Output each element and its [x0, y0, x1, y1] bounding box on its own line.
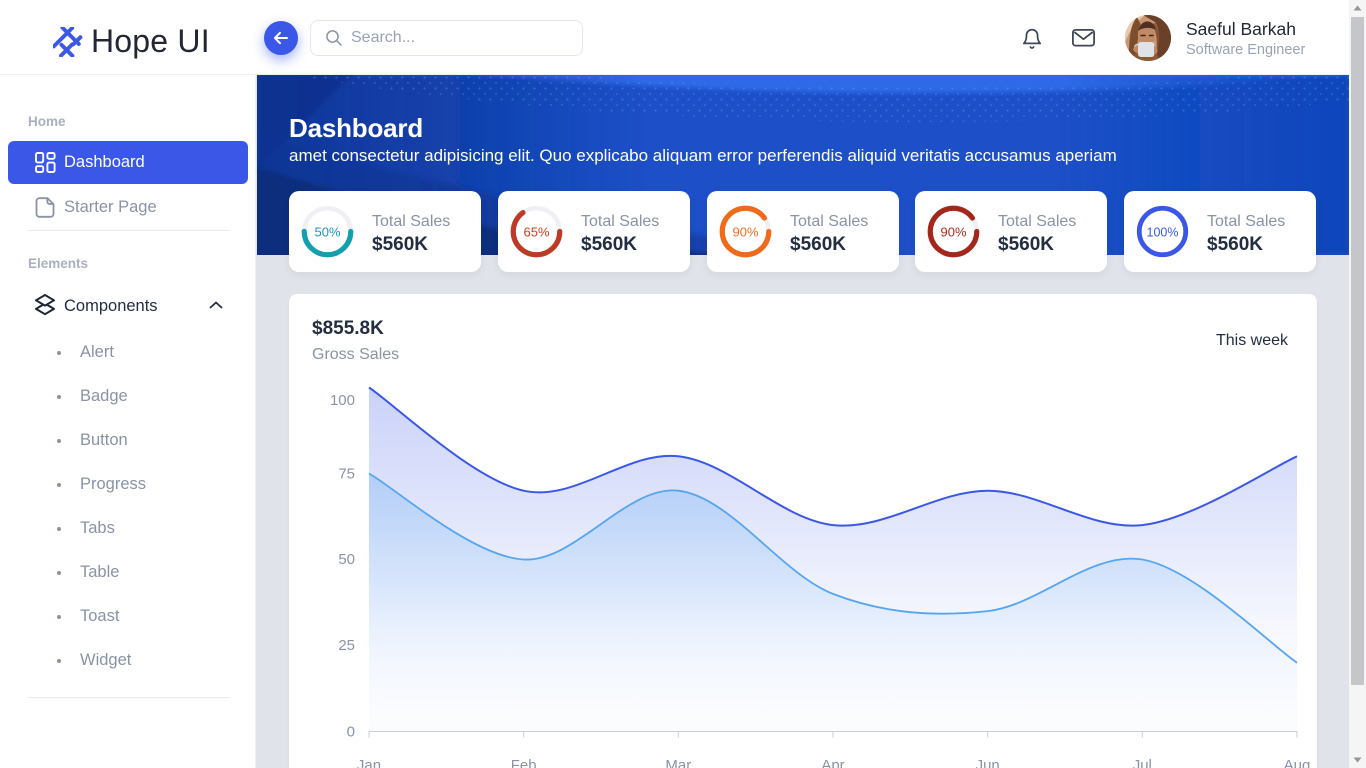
svg-text:90%: 90% [940, 225, 966, 240]
svg-text:100: 100 [330, 392, 355, 409]
svg-text:Aug: Aug [1284, 757, 1311, 768]
svg-text:50%: 50% [314, 225, 340, 240]
svg-text:50: 50 [338, 551, 355, 568]
svg-text:Jan: Jan [357, 757, 381, 768]
svg-text:Jun: Jun [976, 757, 1000, 768]
svg-text:0: 0 [347, 724, 355, 741]
svg-text:Feb: Feb [511, 757, 537, 768]
svg-text:Jul: Jul [1133, 757, 1152, 768]
svg-text:Mar: Mar [665, 757, 691, 768]
svg-text:65%: 65% [523, 225, 549, 240]
svg-text:100%: 100% [1147, 226, 1179, 240]
svg-text:25: 25 [338, 637, 355, 654]
svg-text:Apr: Apr [821, 757, 844, 768]
svg-text:90%: 90% [732, 225, 758, 240]
svg-text:75: 75 [338, 465, 355, 482]
